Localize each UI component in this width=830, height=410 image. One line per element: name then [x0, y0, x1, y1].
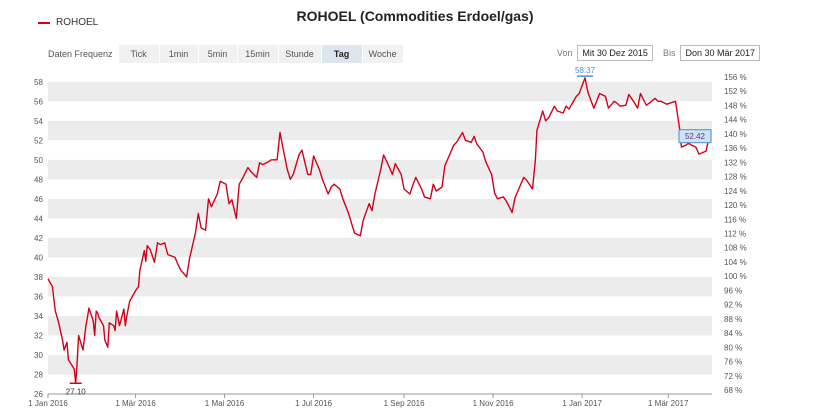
to-date-input[interactable]: Don 30 Mär 2017 — [680, 45, 760, 61]
y-right-tick-label: 100 % — [724, 272, 747, 281]
y-tick-label: 54 — [34, 117, 43, 126]
y-tick-label: 30 — [34, 351, 43, 360]
frequency-button-stunde[interactable]: Stunde — [278, 45, 321, 63]
y-right-tick-label: 152 % — [724, 87, 747, 96]
y-tick-label: 52 — [34, 136, 43, 145]
x-tick-label: 1 Jan 2017 — [562, 399, 602, 408]
y-tick-label: 32 — [34, 331, 43, 340]
y-tick-label: 42 — [34, 234, 43, 243]
frequency-label: Daten Frequenz — [48, 49, 113, 59]
y-right-tick-label: 112 % — [724, 230, 746, 239]
y-right-tick-label: 132 % — [724, 158, 747, 167]
to-label: Bis — [662, 48, 676, 58]
min-label: 27.10 — [66, 387, 87, 396]
x-tick-label: 1 Mär 2016 — [115, 399, 156, 408]
y-right-tick-label: 96 % — [724, 286, 742, 295]
y-right-tick-label: 124 % — [724, 187, 747, 196]
frequency-button-1min[interactable]: 1min — [159, 45, 198, 63]
y-tick-label: 40 — [34, 253, 43, 262]
y-tick-label: 46 — [34, 195, 43, 204]
y-right-tick-label: 128 % — [724, 173, 747, 182]
grid-band — [48, 237, 712, 258]
x-tick-label: 1 Nov 2016 — [473, 399, 514, 408]
y-tick-label: 36 — [34, 292, 43, 301]
x-tick-label: 1 Jan 2016 — [28, 399, 68, 408]
y-tick-label: 26 — [34, 390, 43, 399]
frequency-button-5min[interactable]: 5min — [198, 45, 237, 63]
y-tick-label: 50 — [34, 156, 43, 165]
y-tick-label: 58 — [34, 78, 43, 87]
series-layer — [47, 77, 710, 384]
legend[interactable]: ROHOEL — [38, 17, 98, 28]
annotations: 27.10 58.37 52.42 — [66, 66, 712, 396]
y-right-tick-label: 104 % — [724, 258, 747, 267]
from-label: Von — [556, 48, 573, 58]
x-axis: 1 Jan 2016 1 Mär 2016 1 Mai 2016 1 Jul 2016… — [28, 393, 712, 408]
frequency-button-woche[interactable]: Woche — [362, 45, 403, 63]
last-value-label: 52.42 — [685, 132, 706, 141]
y-right-tick-label: 108 % — [724, 244, 747, 253]
frequency-button-15min[interactable]: 15min — [237, 45, 278, 63]
x-tick-label: 1 Sep 2016 — [384, 399, 425, 408]
date-range: Von Mit 30 Dez 2015 Bis Don 30 Mär 2017 — [557, 45, 760, 61]
y-right-tick-label: 156 % — [724, 73, 747, 82]
y-axis-right: 68 % 72 % 76 % 80 % 84 % 88 % 92 % 96 % 100 % 104… — [724, 73, 747, 395]
grid-band — [48, 276, 712, 297]
last-value-box — [678, 129, 712, 144]
legend-swatch — [38, 21, 50, 24]
y-right-tick-label: 80 % — [724, 343, 742, 352]
y-right-tick-label: 120 % — [724, 201, 747, 210]
max-label: 58.37 — [575, 66, 596, 75]
x-tick-label: 1 Mär 2017 — [648, 399, 689, 408]
y-right-tick-label: 68 % — [724, 386, 742, 395]
y-right-tick-label: 144 % — [724, 116, 747, 125]
y-right-tick-label: 84 % — [724, 329, 742, 338]
y-tick-label: 44 — [34, 214, 43, 223]
chart-title: ROHOEL (Commodities Erdoel/gas) — [296, 8, 534, 24]
y-tick-label: 34 — [34, 312, 43, 321]
y-right-tick-label: 116 % — [724, 215, 746, 224]
series-line-rohoel — [47, 77, 710, 384]
y-tick-label: 28 — [34, 370, 43, 379]
grid-bands — [48, 81, 712, 375]
grid-band — [48, 81, 712, 102]
y-right-tick-label: 72 % — [724, 372, 742, 381]
y-axis-left: 26 28 30 32 34 36 38 40 42 44 46 48 50 52 54 56 58 — [34, 78, 43, 399]
x-tick-label: 1 Mai 2016 — [205, 399, 245, 408]
y-right-tick-label: 88 % — [724, 315, 742, 324]
frequency-button-tick[interactable]: Tick — [118, 45, 159, 63]
frequency-button-tag[interactable]: Tag — [321, 45, 362, 63]
y-right-tick-label: 76 % — [724, 358, 742, 367]
y-right-tick-label: 148 % — [724, 101, 747, 110]
x-tick-label: 1 Jul 2016 — [295, 399, 332, 408]
y-tick-label: 56 — [34, 97, 43, 106]
grid-band — [48, 120, 712, 141]
y-right-tick-label: 136 % — [724, 144, 747, 153]
grid-band — [48, 315, 712, 336]
from-date-input[interactable]: Mit 30 Dez 2015 — [577, 45, 653, 61]
grid-band — [48, 354, 712, 375]
frequency-toolbar: Daten Frequenz Tick 1min 5min 15min Stun… — [48, 45, 404, 63]
y-right-tick-label: 140 % — [724, 130, 747, 139]
y-right-tick-label: 92 % — [724, 301, 742, 310]
y-tick-label: 48 — [34, 175, 43, 184]
y-tick-label: 38 — [34, 273, 43, 282]
grid-band — [48, 198, 712, 219]
legend-label: ROHOEL — [56, 17, 99, 28]
